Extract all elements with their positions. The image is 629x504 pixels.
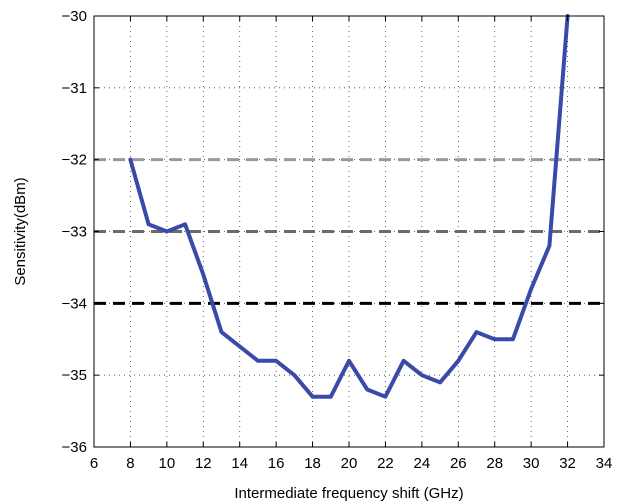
y-tick-label: −30	[62, 8, 87, 25]
y-tick-label: −35	[62, 367, 87, 384]
x-tick-label: 14	[231, 455, 248, 472]
x-tick-label: 24	[414, 455, 431, 472]
y-tick-label: −36	[62, 439, 87, 456]
x-tick-label: 22	[377, 455, 394, 472]
x-axis-label: Intermediate frequency shift (GHz)	[234, 485, 463, 502]
y-tick-label: −32	[62, 152, 87, 169]
x-tick-label: 12	[195, 455, 212, 472]
x-tick-label: 20	[341, 455, 358, 472]
reference-lines	[94, 158, 604, 305]
x-tick-label: 6	[90, 455, 98, 472]
series-layer	[128, 14, 570, 399]
x-tick-label: 26	[450, 455, 467, 472]
x-tick-label: 28	[486, 455, 503, 472]
x-tick-label: 32	[559, 455, 576, 472]
x-tick-label: 30	[523, 455, 540, 472]
y-axis-label: Sensitivity(dBm)	[12, 177, 29, 285]
ticks: 6 8 10 12 14 16 18 20 22 24 26 28 30 32 34 −36 −35 −34 −33…	[62, 8, 613, 472]
x-tick-label: 18	[304, 455, 321, 472]
x-tick-label: 16	[268, 455, 285, 472]
x-tick-label: 34	[596, 455, 613, 472]
y-tick-label: −31	[62, 80, 87, 97]
y-tick-label: −33	[62, 224, 87, 241]
series-line	[128, 14, 570, 399]
y-tick-label: −34	[62, 295, 87, 312]
x-tick-label: 10	[159, 455, 176, 472]
x-tick-label: 8	[126, 455, 134, 472]
